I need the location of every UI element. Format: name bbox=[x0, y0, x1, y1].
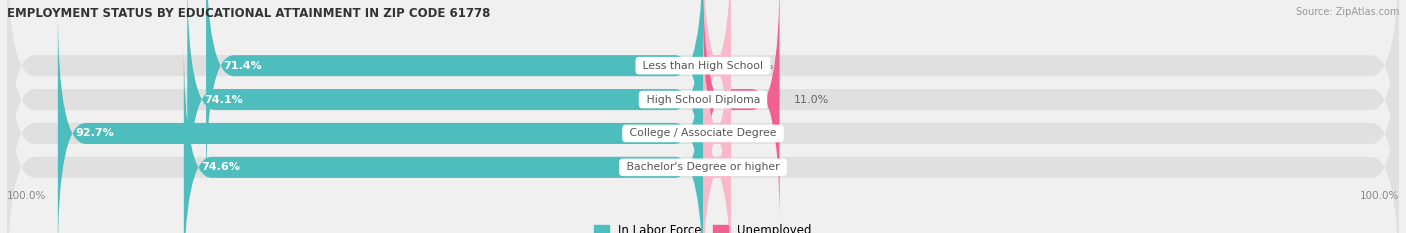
FancyBboxPatch shape bbox=[7, 0, 1399, 225]
Text: 92.7%: 92.7% bbox=[76, 128, 114, 138]
Text: Less than High School: Less than High School bbox=[640, 61, 766, 71]
FancyBboxPatch shape bbox=[703, 0, 779, 225]
Text: EMPLOYMENT STATUS BY EDUCATIONAL ATTAINMENT IN ZIP CODE 61778: EMPLOYMENT STATUS BY EDUCATIONAL ATTAINM… bbox=[7, 7, 491, 20]
Text: 0.0%: 0.0% bbox=[745, 128, 773, 138]
Text: 0.0%: 0.0% bbox=[745, 162, 773, 172]
FancyBboxPatch shape bbox=[703, 42, 731, 233]
FancyBboxPatch shape bbox=[187, 0, 703, 225]
FancyBboxPatch shape bbox=[7, 42, 1399, 233]
FancyBboxPatch shape bbox=[7, 0, 1399, 191]
FancyBboxPatch shape bbox=[703, 0, 731, 191]
Legend: In Labor Force, Unemployed: In Labor Force, Unemployed bbox=[589, 219, 817, 233]
Text: Bachelor's Degree or higher: Bachelor's Degree or higher bbox=[623, 162, 783, 172]
Text: 74.1%: 74.1% bbox=[205, 95, 243, 105]
Text: College / Associate Degree: College / Associate Degree bbox=[626, 128, 780, 138]
Text: 100.0%: 100.0% bbox=[1360, 191, 1399, 201]
FancyBboxPatch shape bbox=[7, 8, 1399, 233]
Text: 0.0%: 0.0% bbox=[745, 61, 773, 71]
FancyBboxPatch shape bbox=[58, 8, 703, 233]
Text: High School Diploma: High School Diploma bbox=[643, 95, 763, 105]
Text: 71.4%: 71.4% bbox=[224, 61, 263, 71]
FancyBboxPatch shape bbox=[703, 8, 731, 233]
Text: Source: ZipAtlas.com: Source: ZipAtlas.com bbox=[1295, 7, 1399, 17]
FancyBboxPatch shape bbox=[207, 0, 703, 191]
Text: 100.0%: 100.0% bbox=[7, 191, 46, 201]
Text: 11.0%: 11.0% bbox=[793, 95, 828, 105]
Text: 74.6%: 74.6% bbox=[201, 162, 240, 172]
FancyBboxPatch shape bbox=[184, 42, 703, 233]
